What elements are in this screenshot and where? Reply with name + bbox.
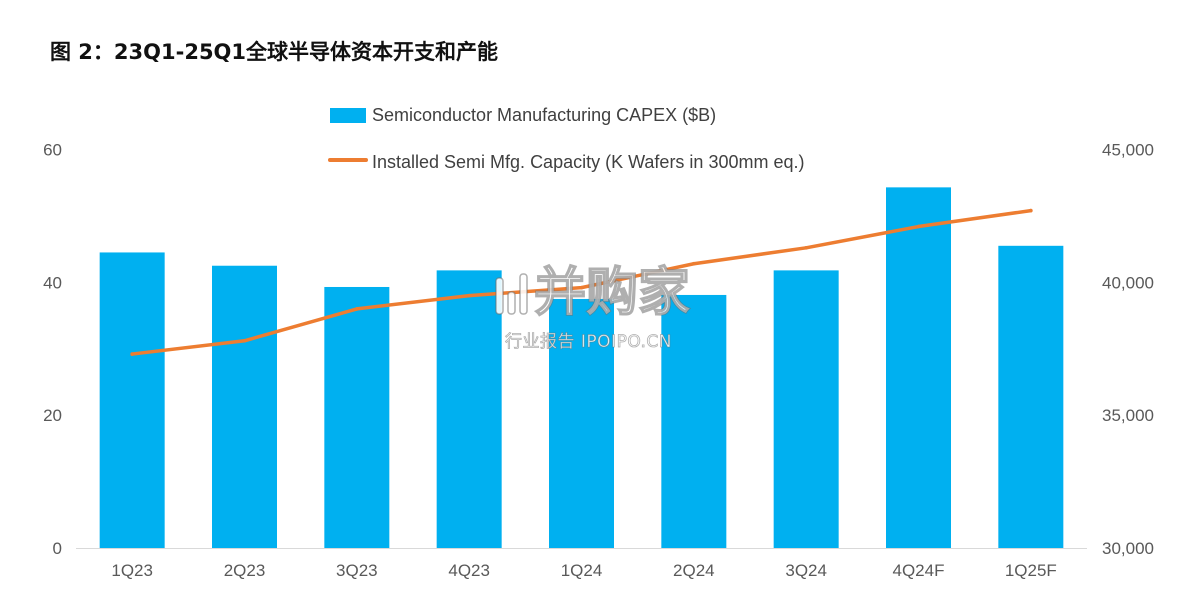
capex-bar-3q24 <box>773 270 839 548</box>
capacity-point-1q23 <box>130 352 134 356</box>
capacity-point-3q23 <box>355 307 359 311</box>
legend-item-capacity: Installed Semi Mfg. Capacity (K Wafers i… <box>328 152 804 172</box>
capacity-point-4q24f <box>916 224 921 229</box>
category-label: 1Q23 <box>111 561 153 580</box>
capacity-point-1q25f <box>1029 208 1033 213</box>
category-axis: 1Q23 2Q23 3Q23 4Q23 1Q24 2Q24 3Q24 4Q24F 1Q25F <box>111 561 1056 580</box>
capacity-point-4q23 <box>467 293 471 298</box>
capex-bar-4q24f <box>886 187 951 549</box>
left-axis: 0 20 40 60 <box>43 141 62 559</box>
capacity-series <box>130 208 1033 356</box>
legend: Semiconductor Manufacturing CAPEX ($B) I… <box>328 105 804 172</box>
capex-bar-1q24 <box>549 298 614 548</box>
right-axis-tick-label: 45,000 <box>1102 141 1154 160</box>
capacity-point-2q23 <box>242 338 247 343</box>
category-label: 1Q24 <box>561 561 603 580</box>
capacity-point-3q24 <box>804 245 808 250</box>
capacity-point-1q24 <box>579 285 584 290</box>
left-axis-tick-label: 40 <box>43 273 62 292</box>
capacity-point-2q24 <box>692 261 696 266</box>
capex-bar-1q25f <box>998 245 1064 548</box>
left-axis-tick-label: 60 <box>43 141 62 160</box>
right-axis-tick-label: 30,000 <box>1102 539 1154 558</box>
category-label: 3Q23 <box>336 561 378 580</box>
left-axis-tick-label: 20 <box>43 406 62 425</box>
legend-label-capex: Semiconductor Manufacturing CAPEX ($B) <box>372 105 716 125</box>
capex-bar-1q23 <box>99 252 165 548</box>
right-axis-tick-label: 40,000 <box>1102 273 1154 292</box>
right-axis: 30,000 35,000 40,000 45,000 <box>1102 141 1154 559</box>
category-label: 2Q23 <box>224 561 266 580</box>
capex-bar-3q23 <box>324 286 390 548</box>
category-label: 4Q24F <box>893 561 945 580</box>
capex-bar-2q23 <box>212 265 277 548</box>
category-label: 3Q24 <box>785 561 827 580</box>
legend-label-capacity: Installed Semi Mfg. Capacity (K Wafers i… <box>372 152 804 172</box>
category-label: 1Q25F <box>1005 561 1057 580</box>
category-label: 4Q23 <box>448 561 490 580</box>
category-label: 2Q24 <box>673 561 715 580</box>
legend-item-capex: Semiconductor Manufacturing CAPEX ($B) <box>330 105 716 125</box>
left-axis-tick-label: 0 <box>53 539 62 558</box>
capex-bar-2q24 <box>661 294 727 548</box>
capex-bars <box>99 187 1064 549</box>
right-axis-tick-label: 35,000 <box>1102 406 1154 425</box>
capex-bar-4q23 <box>436 270 502 548</box>
legend-swatch-capex <box>330 108 366 123</box>
figure-caption: 图 2：23Q1-25Q1全球半导体资本开支和产能 <box>50 40 499 64</box>
